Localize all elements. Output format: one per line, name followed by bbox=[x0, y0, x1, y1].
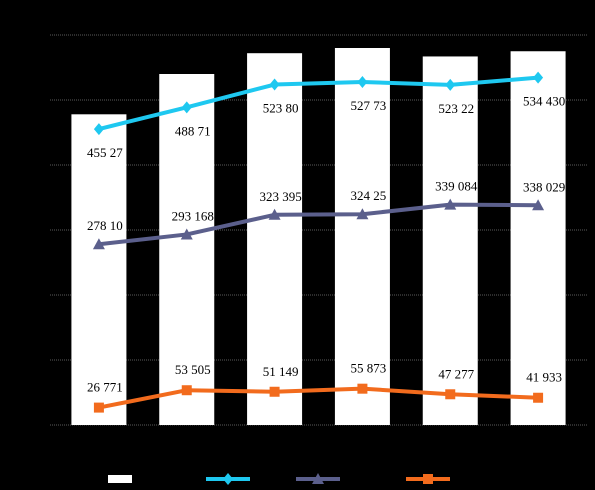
data-label: 523 80 bbox=[263, 101, 299, 116]
legend-marker-diamond bbox=[223, 473, 233, 485]
data-label: 293 168 bbox=[172, 208, 214, 223]
gridlines bbox=[50, 34, 587, 426]
data-labels: 455 27 488 71 523 80 527 73 523 22 534 430 278… bbox=[87, 94, 565, 395]
data-label: 455 27 bbox=[87, 145, 123, 160]
data-label: 55 873 bbox=[351, 361, 387, 376]
data-point-square bbox=[357, 383, 368, 394]
legend-marker-triangle bbox=[312, 473, 324, 484]
bar bbox=[422, 56, 478, 425]
data-label: 338 029 bbox=[523, 179, 565, 194]
data-point-diamond bbox=[93, 123, 104, 136]
bar bbox=[334, 48, 390, 425]
data-point-triangle bbox=[444, 198, 457, 210]
series-line bbox=[98, 386, 539, 410]
data-label: 488 71 bbox=[175, 123, 211, 138]
data-label: 47 277 bbox=[438, 366, 474, 381]
data-label: 41 933 bbox=[526, 370, 562, 385]
bar bbox=[159, 74, 215, 425]
data-label: 53 505 bbox=[175, 362, 211, 377]
data-label: 324 25 bbox=[351, 188, 387, 203]
legend-swatch-bars bbox=[108, 475, 132, 483]
data-label: 51 149 bbox=[263, 364, 299, 379]
data-point-square bbox=[269, 386, 280, 397]
data-point-square bbox=[93, 402, 104, 413]
series-line bbox=[98, 202, 539, 247]
data-label: 323 395 bbox=[259, 189, 301, 204]
series-lines bbox=[92, 71, 545, 413]
data-point-triangle bbox=[268, 208, 281, 220]
data-point-triangle bbox=[180, 228, 193, 240]
data-label: 278 10 bbox=[87, 218, 123, 233]
legend bbox=[108, 473, 450, 485]
data-label: 534 430 bbox=[523, 94, 565, 109]
data-point-diamond bbox=[533, 71, 544, 84]
data-point-triangle bbox=[356, 208, 369, 220]
data-point-diamond bbox=[269, 78, 280, 91]
data-label: 339 084 bbox=[435, 179, 478, 194]
data-point-square bbox=[445, 389, 456, 400]
data-point-triangle bbox=[92, 238, 105, 250]
series-line bbox=[98, 75, 539, 132]
data-label: 527 73 bbox=[351, 98, 387, 113]
bar bbox=[247, 53, 303, 425]
legend-marker-square bbox=[423, 474, 433, 484]
data-point-diamond bbox=[357, 75, 368, 88]
data-label: 26 771 bbox=[87, 380, 123, 395]
bar bbox=[71, 114, 127, 426]
data-point-square bbox=[533, 392, 544, 403]
data-point-diamond bbox=[181, 101, 192, 114]
data-point-triangle bbox=[532, 199, 545, 211]
data-point-diamond bbox=[445, 78, 456, 91]
data-label: 523 22 bbox=[438, 101, 474, 116]
bars bbox=[71, 48, 566, 426]
bar bbox=[510, 51, 566, 425]
data-point-square bbox=[181, 385, 192, 396]
